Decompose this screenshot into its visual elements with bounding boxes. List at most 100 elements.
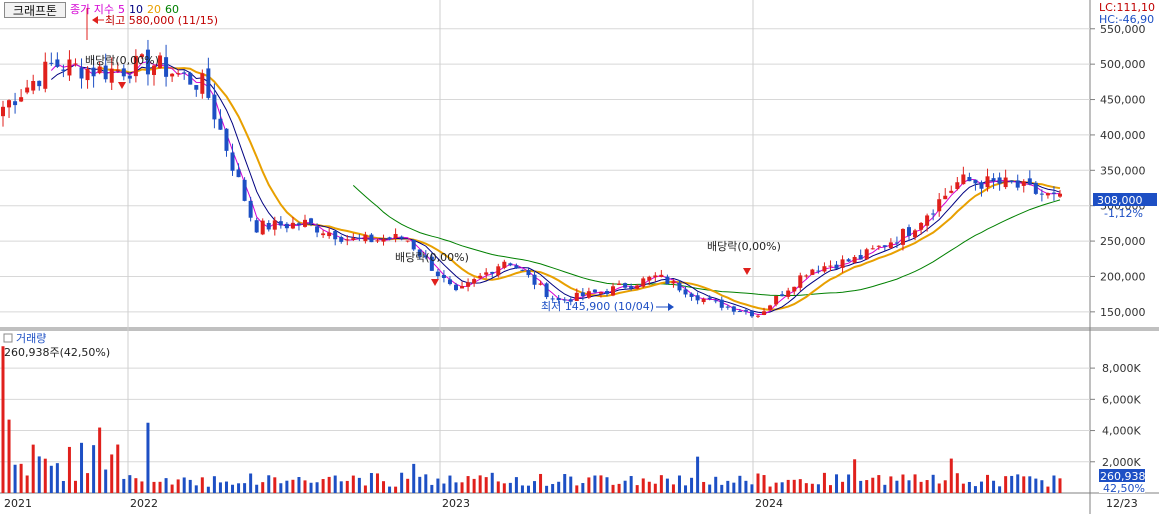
- volume-bar: [804, 483, 808, 493]
- volume-bar: [979, 481, 983, 493]
- stock-select-button[interactable]: 크래프톤: [4, 2, 66, 18]
- volume-bar: [593, 475, 597, 493]
- candle-body: [309, 218, 314, 224]
- volume-bar: [919, 481, 923, 493]
- candle-body: [822, 266, 827, 272]
- volume-bar: [249, 473, 253, 493]
- candle-body: [780, 294, 785, 297]
- candle-body: [737, 311, 742, 313]
- price-change-pct: -1,12%: [1104, 207, 1143, 220]
- volume-bar: [551, 484, 555, 493]
- candle-body: [544, 283, 549, 298]
- volume-axis: 8,000K 6,000K 4,000K 2,000K: [1090, 362, 1141, 469]
- volume-bar: [901, 474, 905, 493]
- candle-body: [635, 285, 640, 289]
- volume-bar: [611, 484, 615, 493]
- candle-body: [278, 221, 283, 226]
- candle-body: [290, 222, 295, 229]
- candle-body: [955, 182, 960, 189]
- candle-body: [894, 242, 899, 244]
- candle-body: [139, 54, 144, 58]
- candle-body: [816, 270, 821, 272]
- volume-bar: [122, 478, 126, 493]
- candle-body: [37, 80, 42, 87]
- candle-body: [145, 49, 150, 75]
- volume-bar: [206, 486, 210, 493]
- ma-legend-title[interactable]: 종가 지수: [70, 3, 114, 16]
- current-volume: 260,938: [1100, 470, 1146, 483]
- candle-body: [224, 128, 229, 151]
- volume-bar: [684, 485, 688, 493]
- candle-body: [339, 236, 344, 242]
- candle-body: [91, 67, 96, 77]
- ma10-line: [50, 63, 1061, 314]
- candle-body: [786, 290, 791, 297]
- candle-body: [85, 69, 90, 81]
- dividend-label: 배당락(0,00%): [395, 251, 469, 264]
- candle-body: [49, 62, 54, 64]
- volume-bar: [327, 476, 331, 493]
- volume-bar: [545, 485, 549, 493]
- hc-value: HC:-46,90: [1098, 13, 1155, 26]
- candlestick-series: [1, 39, 1062, 318]
- volume-bar: [237, 483, 241, 493]
- candle-body: [242, 179, 247, 201]
- volume-bar: [472, 478, 476, 493]
- volume-title: 거래량: [16, 332, 46, 345]
- candle-body: [375, 240, 380, 242]
- ma10-legend[interactable]: 10: [128, 3, 143, 16]
- volume-bar: [659, 475, 663, 493]
- volume-bar: [351, 475, 355, 493]
- candle-body: [611, 286, 616, 296]
- candle-body: [749, 311, 754, 317]
- volume-bar: [961, 483, 965, 493]
- ma5-legend[interactable]: 5: [117, 3, 125, 16]
- volume-bar: [92, 445, 96, 493]
- candle-body: [188, 72, 193, 85]
- candle-body: [828, 265, 833, 267]
- ma20-legend[interactable]: 20: [146, 3, 161, 16]
- candle-body: [574, 292, 579, 301]
- candle-body: [502, 261, 507, 268]
- volume-bar: [937, 483, 941, 493]
- candle-body: [260, 220, 265, 235]
- candle-body: [870, 248, 875, 250]
- volume-bar: [212, 476, 216, 493]
- candle-body: [937, 199, 942, 212]
- candle-body: [713, 300, 718, 302]
- volume-tick-label: 6,000K: [1102, 393, 1141, 406]
- volume-bar: [539, 473, 543, 493]
- volume-bar: [224, 481, 228, 493]
- x-label-2021: 2021: [4, 497, 32, 510]
- candle-body: [562, 299, 567, 301]
- volume-box-icon: [3, 333, 13, 343]
- candle-body: [399, 236, 404, 239]
- volume-bar: [345, 480, 349, 493]
- candle-body: [665, 276, 670, 284]
- volume-bar: [80, 442, 84, 493]
- candle-body: [514, 265, 519, 269]
- volume-bar: [816, 484, 820, 493]
- volume-bar: [321, 479, 325, 493]
- volume-bar: [164, 478, 168, 493]
- candle-body: [230, 152, 235, 171]
- volume-bar: [702, 481, 706, 493]
- candle-body: [121, 68, 126, 77]
- candle-body: [484, 272, 489, 275]
- candle-body: [363, 234, 368, 242]
- candle-body: [67, 59, 72, 76]
- volume-bar: [200, 477, 204, 493]
- ma60-legend[interactable]: 60: [164, 3, 179, 16]
- volume-bar: [786, 479, 790, 493]
- volume-bar: [297, 477, 301, 493]
- volume-bar: [424, 474, 428, 493]
- candle-body: [266, 222, 271, 230]
- x-label-end: 12/23: [1106, 497, 1138, 510]
- candle-body: [677, 282, 682, 291]
- candle-body: [762, 311, 767, 316]
- volume-bar: [629, 476, 633, 493]
- candle-body: [556, 297, 561, 301]
- candle-body: [284, 223, 289, 229]
- volume-bar: [496, 481, 500, 493]
